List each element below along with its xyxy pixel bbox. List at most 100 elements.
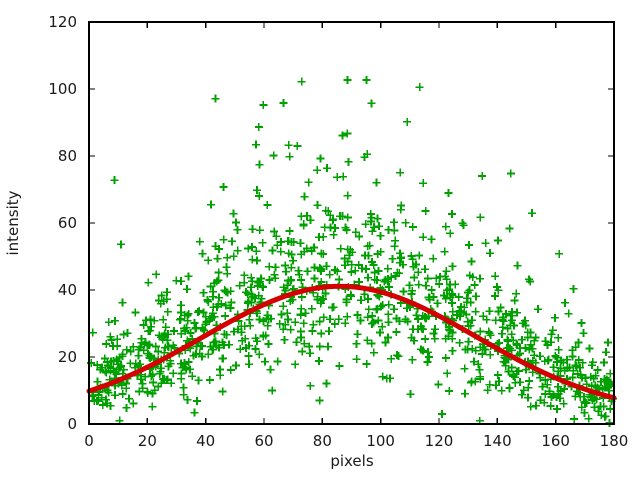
data-point <box>315 396 324 405</box>
data-point <box>588 358 597 367</box>
data-point <box>465 286 474 295</box>
data-point <box>362 75 371 84</box>
data-point <box>376 231 385 240</box>
data-point <box>470 280 479 289</box>
data-point <box>218 387 227 396</box>
data-point <box>207 200 215 209</box>
data-point <box>235 281 244 290</box>
data-point <box>374 316 383 325</box>
data-point <box>446 293 455 302</box>
data-point <box>258 282 267 291</box>
data-point <box>307 304 316 313</box>
data-point <box>261 357 269 366</box>
data-point <box>460 303 469 312</box>
data-point <box>177 369 186 378</box>
data-point <box>279 302 288 311</box>
data-point <box>252 247 261 256</box>
data-point <box>392 328 401 336</box>
data-point <box>485 307 494 316</box>
data-point <box>550 313 559 322</box>
data-point <box>242 288 250 297</box>
x-tick-label: 80 <box>313 432 332 450</box>
data-point <box>369 318 378 327</box>
data-point <box>467 257 476 266</box>
data-point <box>351 228 360 237</box>
data-point <box>179 383 188 392</box>
data-point <box>219 341 228 349</box>
data-point <box>471 346 480 355</box>
data-point <box>602 375 611 384</box>
data-point <box>226 366 235 374</box>
data-point <box>512 340 521 348</box>
data-point <box>299 319 308 328</box>
data-point <box>347 268 356 276</box>
data-point <box>310 263 319 272</box>
data-point <box>435 272 444 281</box>
data-point <box>345 251 354 260</box>
data-point <box>524 275 533 284</box>
data-point <box>104 362 113 371</box>
data-point <box>568 373 577 382</box>
data-point <box>209 345 218 354</box>
data-point <box>328 216 337 225</box>
data-point <box>110 176 119 185</box>
data-point <box>363 336 372 345</box>
data-point <box>441 222 450 231</box>
data-point <box>383 264 392 273</box>
data-point <box>409 336 418 345</box>
data-point <box>97 393 106 402</box>
data-point <box>405 281 414 290</box>
data-point <box>352 339 361 348</box>
data-point <box>297 77 306 86</box>
data-point <box>144 349 152 358</box>
data-point <box>228 237 236 246</box>
data-point <box>205 375 214 384</box>
data-point <box>514 367 523 375</box>
data-point <box>570 414 579 423</box>
data-point <box>272 232 281 241</box>
data-point <box>395 317 404 326</box>
data-point <box>346 290 355 299</box>
data-point <box>381 338 390 347</box>
data-point <box>167 379 176 388</box>
data-point <box>323 342 332 351</box>
data-point <box>222 330 231 339</box>
data-point <box>226 304 235 312</box>
data-point <box>378 372 387 381</box>
data-point <box>478 171 487 180</box>
data-point <box>441 353 450 362</box>
data-point <box>264 340 273 348</box>
data-point <box>444 332 453 341</box>
data-point <box>513 261 522 270</box>
data-point <box>285 226 294 235</box>
data-point <box>472 292 480 301</box>
data-point <box>342 226 351 234</box>
axis-frame <box>88 21 615 425</box>
data-point <box>460 389 469 398</box>
data-point <box>526 340 535 349</box>
data-point <box>368 319 376 328</box>
data-point <box>304 178 313 187</box>
data-point <box>355 277 363 286</box>
data-point <box>240 271 249 280</box>
data-point <box>424 293 433 302</box>
data-point <box>440 247 449 256</box>
data-point <box>244 352 253 360</box>
data-point <box>157 291 166 300</box>
data-point <box>442 267 451 276</box>
data-point <box>444 188 453 197</box>
x-tick-label: 120 <box>425 432 454 450</box>
data-point <box>144 278 153 287</box>
data-point <box>364 305 373 314</box>
data-point <box>580 397 589 406</box>
data-point <box>523 333 532 342</box>
data-point <box>104 318 113 327</box>
data-point <box>208 313 216 322</box>
data-point <box>126 347 135 356</box>
data-point <box>154 347 163 356</box>
data-point <box>343 213 352 222</box>
data-point <box>119 330 128 339</box>
data-point <box>259 317 268 325</box>
data-point <box>421 207 430 215</box>
fitted-curve <box>86 283 617 401</box>
